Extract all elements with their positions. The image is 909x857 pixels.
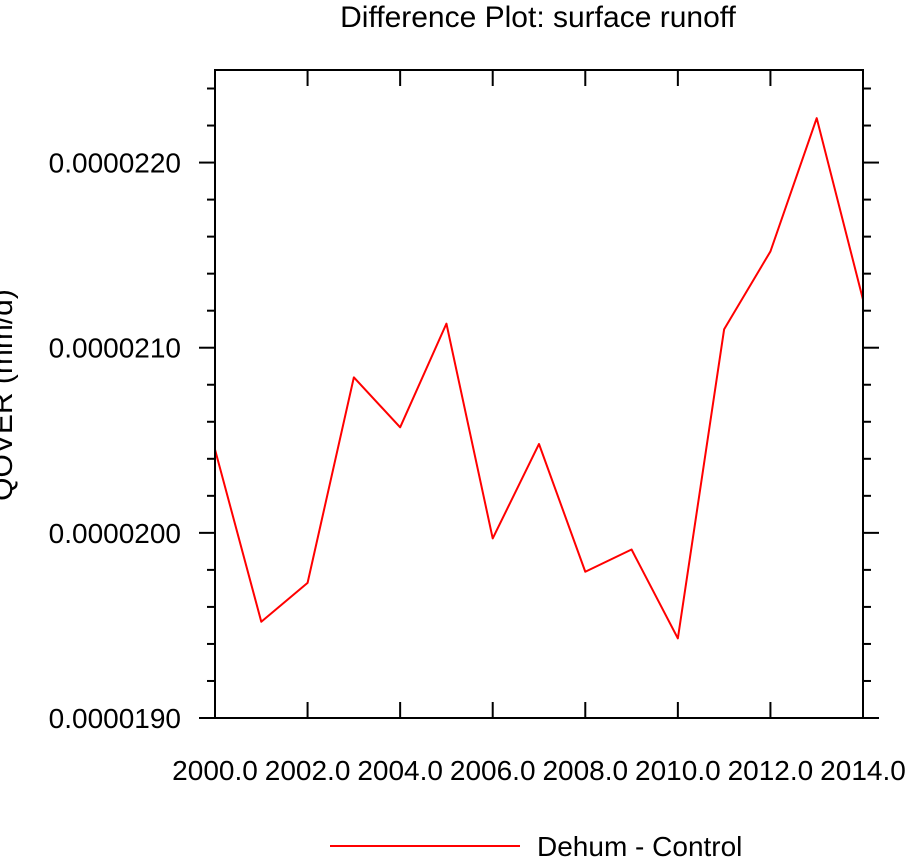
- x-tick-label: 2008.0: [542, 755, 628, 786]
- legend-label-dehum-control: Dehum - Control: [537, 831, 742, 857]
- y-tick-label: 0.0000220: [49, 148, 181, 179]
- x-tick-label: 2010.0: [635, 755, 721, 786]
- y-tick-label: 0.0000200: [49, 518, 181, 549]
- plot-frame: [214, 69, 864, 719]
- series-layer: [214, 117, 864, 640]
- x-tick-label: 2012.0: [728, 755, 814, 786]
- axis-ticks: [199, 70, 879, 719]
- legend: Dehum - Control: [330, 831, 742, 857]
- axis-tick-labels: 2000.0 2002.0 2004.0 2006.0 2008.0 2010.0 2012…: [49, 148, 906, 786]
- chart-title: Difference Plot: surface runoff: [340, 1, 736, 34]
- x-tick-label: 2002.0: [265, 755, 351, 786]
- series-line-0: [214, 117, 864, 640]
- x-tick-label: 2006.0: [450, 755, 536, 786]
- y-axis-label: QOVER (mm/d): [0, 289, 19, 501]
- x-tick-label: 2014.0: [820, 755, 906, 786]
- y-tick-label: 0.0000210: [49, 333, 181, 364]
- y-tick-label: 0.0000190: [49, 703, 181, 734]
- x-tick-label: 2000.0: [172, 755, 258, 786]
- x-tick-label: 2004.0: [357, 755, 443, 786]
